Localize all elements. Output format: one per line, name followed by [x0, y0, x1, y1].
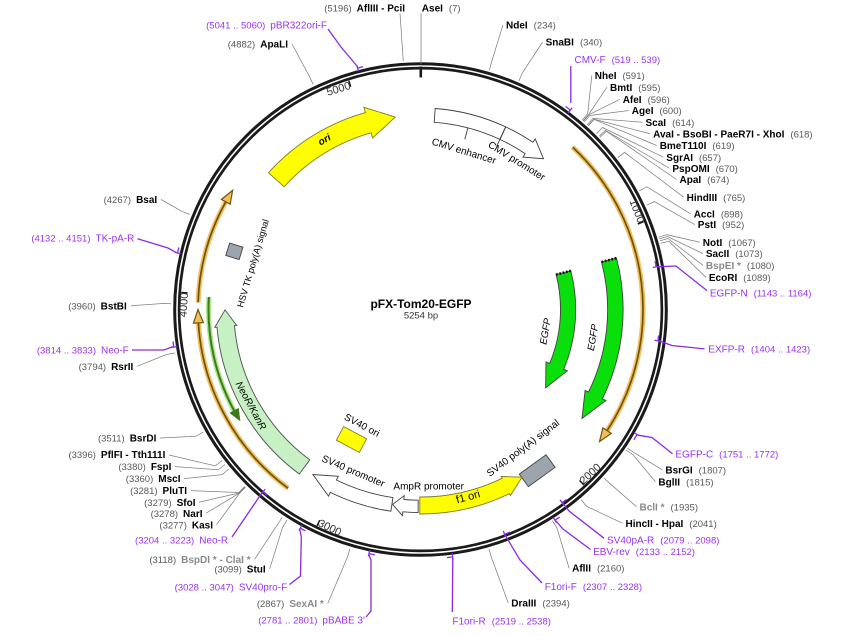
svg-text:(5196)AflIII - PciI: (5196)AflIII - PciI: [324, 4, 405, 15]
svg-text:5254 bp: 5254 bp: [404, 311, 438, 322]
svg-text:AseI(7): AseI(7): [422, 4, 461, 15]
svg-text:(3380)FspI: (3380)FspI: [118, 462, 171, 473]
svg-text:(3278)NarI: (3278)NarI: [151, 509, 203, 520]
svg-text:BmeT110I(619): BmeT110I(619): [660, 141, 735, 152]
svg-text:(3279)SfoI: (3279)SfoI: [144, 498, 196, 509]
svg-text:CMV-F(519 .. 539): CMV-F(519 .. 539): [575, 55, 661, 66]
svg-text:4000: 4000: [177, 292, 191, 317]
svg-text:NotI(1067): NotI(1067): [703, 238, 756, 249]
svg-text:F1ori-F(2307 .. 2328): F1ori-F(2307 .. 2328): [545, 582, 642, 593]
svg-text:PspOMI(670): PspOMI(670): [672, 164, 737, 175]
svg-text:AflII(2160): AflII(2160): [572, 564, 624, 575]
svg-text:SnaBI(340): SnaBI(340): [546, 38, 603, 49]
svg-text:BspEI *(1080): BspEI *(1080): [706, 261, 774, 272]
svg-text:HincII - HpaI(2041): HincII - HpaI(2041): [626, 519, 717, 530]
svg-text:BglII(1815): BglII(1815): [658, 477, 713, 488]
svg-text:(2867)SexAI *: (2867)SexAI *: [257, 599, 324, 610]
svg-text:HindIII(765): HindIII(765): [687, 193, 746, 204]
svg-text:AmpR promoter: AmpR promoter: [393, 481, 464, 492]
svg-text:(3794)RsrII: (3794)RsrII: [79, 362, 134, 373]
svg-text:(3028 .. 3047)SV40pro-F: (3028 .. 3047)SV40pro-F: [175, 583, 288, 594]
svg-text:(3277)KasI: (3277)KasI: [159, 520, 213, 531]
svg-text:pFX-Tom20-EGFP: pFX-Tom20-EGFP: [370, 297, 471, 311]
svg-text:(3814 .. 3833)Neo-F: (3814 .. 3833)Neo-F: [37, 345, 129, 356]
svg-text:EBV-rev(2133 .. 2152): EBV-rev(2133 .. 2152): [593, 547, 695, 558]
svg-text:(4267)BsaI: (4267)BsaI: [104, 195, 158, 206]
svg-text:(2781 .. 2801)pBABE 3': (2781 .. 2801)pBABE 3': [258, 616, 365, 627]
svg-text:(3099)StuI: (3099)StuI: [214, 564, 266, 575]
svg-text:(3396)PflFI - Tth111I: (3396)PflFI - Tth111I: [68, 450, 165, 461]
svg-text:SacII(1073): SacII(1073): [706, 249, 763, 260]
svg-text:F1ori-R(2519 .. 2538): F1ori-R(2519 .. 2538): [452, 617, 551, 628]
svg-text:(4132 .. 4151)TK-pA-R: (4132 .. 4151)TK-pA-R: [31, 233, 134, 244]
svg-text:(3118)BspDI * - ClaI *: (3118)BspDI * - ClaI *: [149, 555, 250, 566]
svg-text:EGFP-N(1143 .. 1164): EGFP-N(1143 .. 1164): [710, 289, 812, 300]
svg-text:SV40pA-R(2079 .. 2098): SV40pA-R(2079 .. 2098): [607, 535, 719, 546]
svg-text:(3360)MscI: (3360)MscI: [126, 474, 181, 485]
svg-text:EXFP-R(1404 .. 1423): EXFP-R(1404 .. 1423): [708, 345, 810, 356]
svg-text:EGFP-C(1751 .. 1772): EGFP-C(1751 .. 1772): [675, 449, 778, 460]
svg-text:(3204 .. 3223)Neo-R: (3204 .. 3223)Neo-R: [135, 535, 228, 546]
